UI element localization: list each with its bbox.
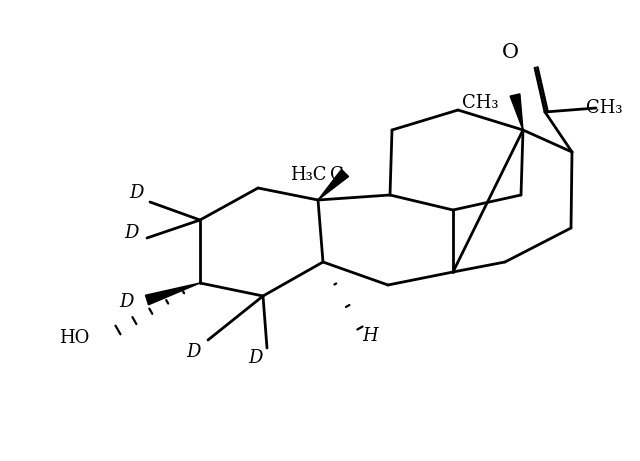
Text: C: C: [330, 166, 344, 184]
Text: HO: HO: [59, 329, 89, 347]
Text: O: O: [502, 42, 518, 61]
Polygon shape: [510, 94, 523, 130]
Text: H: H: [362, 327, 378, 345]
Text: D: D: [186, 343, 200, 361]
Text: D: D: [248, 349, 262, 367]
Polygon shape: [318, 170, 349, 200]
Text: D: D: [119, 293, 133, 311]
Text: D: D: [124, 224, 138, 242]
Polygon shape: [145, 283, 200, 305]
Text: D: D: [129, 184, 143, 202]
Text: CH₃: CH₃: [462, 94, 499, 112]
Text: H₃C: H₃C: [290, 166, 326, 184]
Text: CH₃: CH₃: [586, 99, 623, 117]
